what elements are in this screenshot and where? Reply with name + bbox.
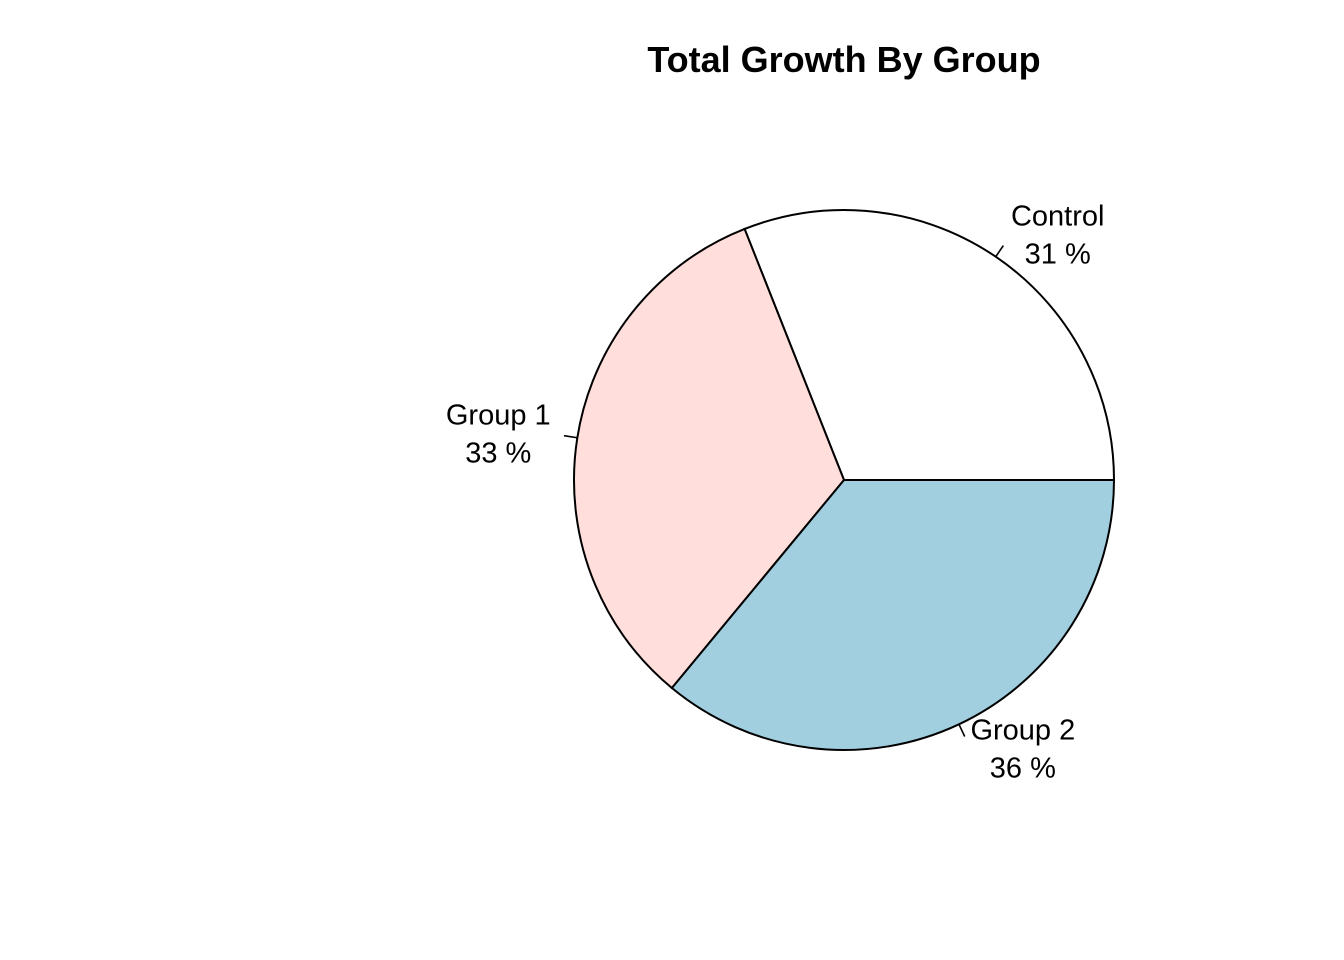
slice-percent-label: 36 % [990, 753, 1056, 785]
slice-percent-label: 33 % [465, 438, 531, 470]
slice-percent-label: 31 % [1025, 238, 1091, 270]
slice-name-label: Group 2 [970, 715, 1075, 747]
slice-name-label: Control [1011, 200, 1104, 232]
leader-line [958, 723, 966, 737]
chart-title: Total Growth By Group [647, 39, 1040, 80]
leader-line [995, 245, 1005, 258]
leader-line [563, 434, 578, 439]
slice-name-label: Group 1 [446, 400, 551, 432]
pie-labels: Control 31 % Group 1 33 % Group 2 36 % [446, 200, 1105, 784]
slice-label: Group 2 36 % [970, 715, 1075, 785]
slice-label: Control 31 % [1011, 200, 1104, 270]
pie-slices [573, 209, 1116, 751]
pie-slice-control [743, 209, 1116, 481]
pie-slice-group-1 [573, 227, 846, 690]
slice-label: Group 1 33 % [446, 400, 551, 470]
pie-slice-group-2 [670, 479, 1116, 751]
